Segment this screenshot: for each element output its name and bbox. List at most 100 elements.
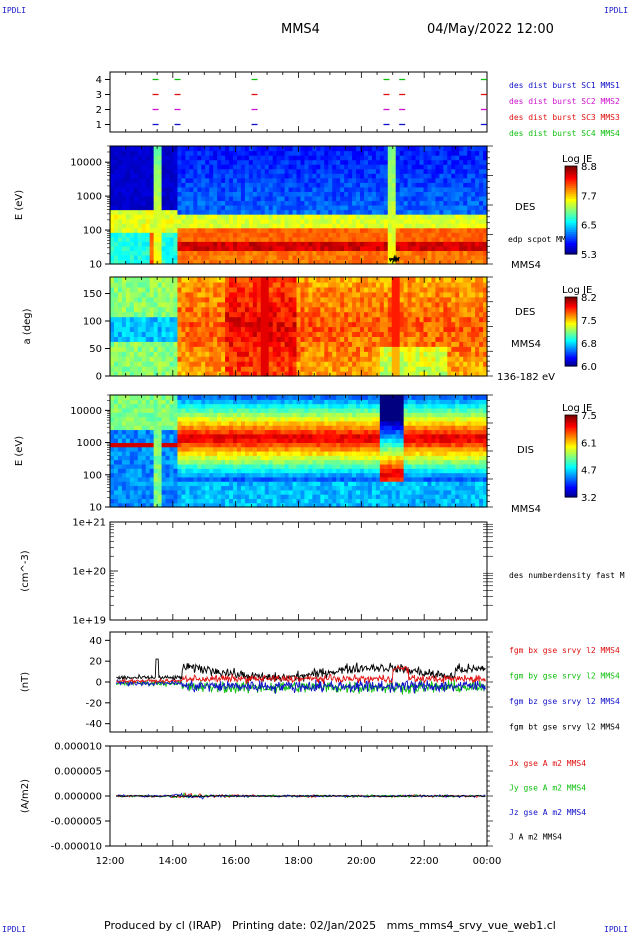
spectrogram-cell — [189, 277, 194, 283]
spectrogram-cell — [153, 326, 159, 333]
spectrogram-cell — [129, 371, 135, 377]
spectrogram-cell — [165, 155, 171, 161]
spectrogram-cell — [189, 311, 194, 318]
spectrogram-cell — [185, 182, 190, 188]
spectrogram-cell — [379, 173, 385, 179]
spectrogram-cell — [268, 186, 274, 192]
spectrogram-cell — [320, 286, 325, 293]
spectrogram-cell — [336, 326, 341, 333]
spectrogram-cell — [157, 241, 163, 247]
spectrogram-cell — [125, 218, 131, 224]
spectrogram-cell — [256, 182, 262, 188]
spectrogram-cell — [110, 177, 115, 183]
spectrogram-cell — [276, 164, 282, 170]
spectrogram-cell — [455, 336, 460, 342]
spectrogram-cell — [352, 361, 357, 367]
spectrogram-cell — [435, 209, 440, 215]
spectrogram-cell — [324, 205, 329, 211]
spectrogram-cell — [340, 259, 345, 265]
spectrogram-cell — [411, 291, 417, 298]
spectrogram-cell — [113, 366, 119, 372]
spectrogram-cell — [110, 485, 115, 491]
spectrogram-cell — [308, 259, 313, 265]
spectrogram-cell — [348, 159, 353, 165]
spectrogram-cell — [129, 177, 135, 183]
spectrogram-cell — [320, 241, 325, 247]
spectrogram-cell — [320, 351, 325, 357]
spectrogram-cell — [256, 155, 262, 161]
spectrogram-cell — [110, 254, 115, 261]
spectrogram-cell — [137, 371, 143, 377]
spectrogram-cell — [367, 326, 373, 333]
spectrogram-cell — [483, 186, 488, 192]
spectrogram-cell — [229, 241, 234, 247]
spectrogram-cell — [161, 173, 167, 179]
spectrogram-cell — [387, 311, 393, 318]
spectrogram-cell — [471, 301, 476, 308]
spectrogram-cell — [379, 326, 385, 333]
spectrogram-cell — [260, 326, 266, 333]
des-pitch-y-axis-label: a (deg) — [22, 308, 33, 344]
spectrogram-cell — [467, 182, 472, 188]
spectrogram-cell — [312, 245, 317, 251]
spectrogram-cell — [272, 146, 278, 152]
spectrogram-cell — [459, 241, 464, 247]
spectrogram-cell — [145, 296, 151, 303]
spectrogram-cell — [276, 341, 282, 347]
spectrogram-cell — [284, 281, 290, 288]
spectrogram-cell — [110, 438, 115, 443]
spectrogram-cell — [435, 250, 440, 256]
spectrogram-cell — [145, 223, 151, 229]
spectrogram-cell — [407, 245, 413, 251]
spectrogram-cell — [121, 186, 127, 192]
spectrogram-cell — [483, 331, 488, 337]
colorbar-cell — [565, 223, 577, 226]
spectrogram-cell — [348, 341, 353, 347]
spectrogram-cell — [423, 232, 429, 238]
spectrogram-cell — [328, 191, 333, 197]
spectrogram-cell — [125, 472, 131, 478]
spectrogram-cell — [133, 366, 139, 372]
spectrogram-cell — [407, 346, 413, 352]
spectrogram-cell — [471, 316, 476, 323]
spectrogram-cell — [268, 146, 274, 152]
spectrogram-cell — [260, 186, 266, 192]
spectrogram-cell — [225, 351, 230, 357]
spectrogram-cell — [320, 366, 325, 372]
spectrogram-cell — [169, 316, 175, 323]
spectrogram-cell — [459, 227, 464, 233]
spectrogram-cell — [213, 361, 218, 367]
spectrogram-cell — [328, 341, 333, 347]
spectrogram-cell — [431, 155, 437, 161]
spectrogram-cell — [292, 351, 298, 357]
spectrogram-cell — [312, 366, 317, 372]
spectrogram-cell — [443, 232, 448, 238]
spectrogram-cell — [133, 286, 139, 293]
spectrogram-cell — [248, 214, 254, 220]
spectrogram-cell — [181, 182, 186, 188]
spectrogram-cell — [459, 164, 464, 170]
spectrogram-cell — [165, 191, 171, 197]
spectrogram-cell — [209, 214, 214, 220]
spectrogram-cell — [344, 281, 349, 288]
spectrogram-cell — [403, 306, 409, 313]
spectrogram-cell — [110, 341, 115, 347]
spectrogram-cell — [225, 259, 230, 265]
spectrogram-cell — [141, 254, 147, 261]
spectrogram-cell — [463, 291, 468, 298]
spectrogram-cell — [431, 218, 437, 224]
spectrogram-cell — [213, 164, 218, 170]
spectrogram-cell — [149, 200, 155, 206]
spectrogram-cell — [403, 164, 409, 170]
spectrogram-cell — [189, 218, 194, 224]
spectrogram-cell — [185, 316, 190, 323]
spectrogram-cell — [177, 306, 183, 313]
spectrogram-cell — [173, 296, 179, 303]
spectrogram-cell — [113, 214, 119, 220]
spectrogram-cell — [125, 455, 131, 461]
spectrogram-cell — [209, 361, 214, 367]
spectrogram-cell — [419, 316, 425, 323]
spectrogram-cell — [197, 341, 202, 347]
spectrogram-cell — [296, 173, 302, 179]
spectrogram-cell — [407, 159, 413, 165]
